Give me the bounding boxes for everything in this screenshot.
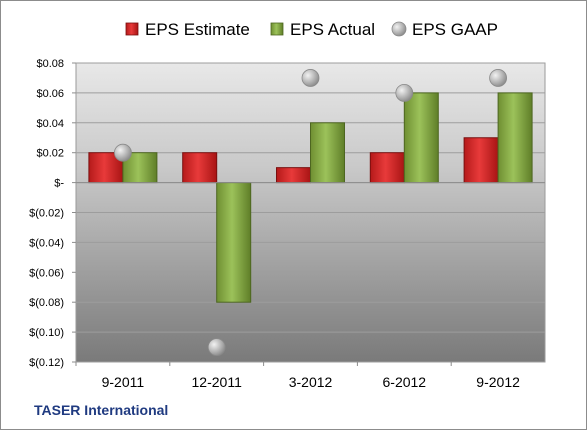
bar-eps-actual: [403, 92, 439, 184]
x-tick-label: 12-2011: [192, 374, 243, 390]
company-name: TASER International: [34, 402, 169, 418]
bar-eps-estimate: [182, 152, 218, 184]
y-tick-label: $(0.08): [29, 297, 64, 309]
y-tick-label: $(0.10): [29, 327, 64, 339]
legend-swatch: [125, 22, 139, 36]
legend-label: EPS GAAP: [412, 20, 498, 39]
y-tick-label: $0.04: [36, 118, 64, 130]
bar-eps-actual: [497, 92, 533, 184]
bar-eps-actual: [310, 122, 345, 184]
y-tick-label: $-: [54, 178, 64, 190]
y-tick-label: $(0.02): [29, 208, 64, 220]
x-tick-label: 6-2012: [383, 374, 427, 390]
y-tick-label: $0.06: [36, 88, 64, 100]
x-tick-label: 3-2012: [289, 374, 333, 390]
legend-label: EPS Estimate: [145, 20, 250, 39]
x-tick-label: 9-2011: [102, 374, 145, 390]
y-tick-label: $(0.12): [29, 357, 64, 369]
point-eps-gaap: [207, 338, 226, 356]
point-eps-gaap: [489, 69, 508, 87]
bar-eps-estimate: [463, 137, 499, 184]
bar-eps-estimate: [369, 152, 405, 184]
y-tick-label: $(0.06): [29, 267, 64, 279]
y-tick-label: $0.08: [36, 58, 64, 70]
legend-label: EPS Actual: [290, 20, 375, 39]
point-eps-gaap: [114, 143, 132, 162]
point-eps-gaap: [301, 69, 320, 87]
x-tick-label: 9-2012: [476, 374, 520, 390]
y-tick-label: $0.02: [36, 148, 64, 160]
y-tick-label: $(0.04): [29, 237, 64, 249]
bar-eps-estimate: [276, 167, 311, 184]
legend-swatch: [270, 22, 284, 36]
legend-swatch: [391, 21, 407, 37]
point-eps-gaap: [395, 84, 414, 102]
bar-eps-actual: [216, 182, 252, 303]
